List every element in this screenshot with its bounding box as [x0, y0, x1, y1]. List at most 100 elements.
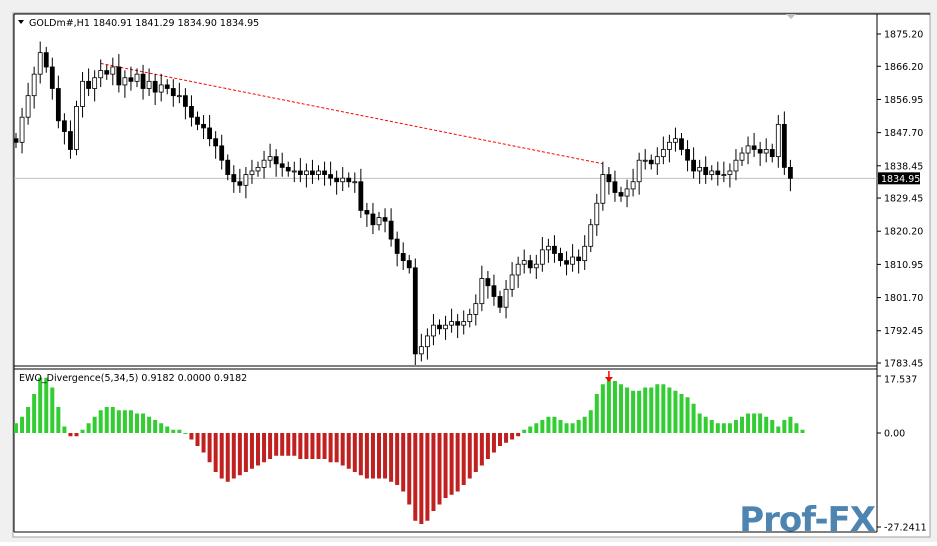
candle	[437, 319, 442, 335]
candle-body	[642, 159, 648, 162]
candle	[624, 179, 630, 208]
candle	[116, 54, 122, 93]
histogram-bar	[491, 433, 496, 453]
candle-body	[291, 170, 297, 173]
candle-body	[667, 141, 672, 150]
histogram-bar	[268, 433, 273, 460]
candle-body	[721, 174, 727, 176]
candle-body	[231, 174, 237, 183]
histogram-bar	[498, 433, 502, 447]
candle-body	[600, 174, 606, 204]
candle-body	[146, 80, 152, 89]
histogram-bar	[153, 419, 158, 433]
histogram-bar	[649, 387, 654, 433]
candle-body	[37, 52, 43, 75]
candle-body	[461, 321, 467, 326]
candle-body	[509, 274, 515, 290]
candle	[13, 132, 19, 149]
candle-body	[564, 260, 569, 265]
candle	[449, 308, 455, 333]
candle-body	[19, 116, 25, 143]
candle-body	[237, 181, 243, 186]
candle	[636, 152, 642, 195]
candle	[721, 161, 727, 183]
histogram-bar	[691, 403, 696, 433]
price-tick-label: 1810.95	[884, 260, 923, 271]
histogram-bar	[516, 433, 521, 437]
candle-body	[358, 181, 364, 211]
candle-body	[636, 159, 642, 183]
histogram-bar	[528, 426, 533, 433]
candle	[388, 208, 394, 247]
candle-body	[479, 278, 485, 305]
candle	[237, 168, 243, 193]
candle-body	[340, 177, 346, 183]
histogram-bar	[38, 377, 43, 433]
shift-marker-icon[interactable]	[786, 14, 796, 19]
histogram-bar	[413, 433, 418, 521]
histogram-bar	[709, 419, 714, 433]
candle	[140, 64, 146, 100]
histogram-bar	[292, 433, 297, 456]
candle	[685, 140, 690, 172]
candle	[412, 258, 418, 365]
indicator-panel[interactable]	[14, 371, 805, 525]
candle-body	[346, 177, 352, 183]
histogram-bar	[128, 410, 133, 433]
histogram-bar	[147, 416, 152, 433]
price-panel[interactable]	[13, 41, 877, 365]
candle-body	[74, 106, 79, 150]
candle	[479, 265, 485, 312]
histogram-bar	[286, 433, 291, 456]
candle	[279, 152, 285, 177]
histogram-bar	[370, 433, 375, 479]
candle-body	[316, 170, 321, 175]
candle-body	[503, 288, 509, 308]
price-tick-label: 1847.70	[884, 128, 923, 139]
histogram-bar	[26, 406, 31, 433]
candle	[660, 136, 666, 165]
histogram-bar	[473, 433, 478, 473]
candle	[346, 172, 352, 188]
candle	[68, 120, 73, 159]
candle	[509, 262, 515, 297]
histogram-bar	[14, 423, 18, 433]
candle-body	[25, 95, 31, 118]
candle	[31, 66, 37, 109]
candle-body	[92, 77, 98, 89]
candle	[334, 170, 340, 195]
histogram-bar	[703, 416, 708, 433]
candle-body	[424, 335, 430, 348]
candle	[667, 134, 672, 163]
candle-body	[648, 159, 654, 165]
histogram-bar	[600, 384, 605, 433]
histogram-bar	[570, 423, 575, 433]
candle	[775, 115, 781, 168]
histogram-bar	[358, 433, 363, 476]
candle-body	[443, 324, 448, 330]
candle	[570, 244, 575, 272]
histogram-bar	[231, 433, 236, 479]
candle-body	[13, 138, 19, 143]
candle	[539, 236, 545, 272]
histogram-bar	[794, 423, 799, 433]
histogram-bar	[443, 433, 448, 499]
candle-body	[352, 181, 358, 184]
menu-triangle-icon[interactable]	[18, 20, 24, 24]
candle-body	[521, 260, 527, 265]
candle	[394, 231, 400, 267]
histogram-bar	[467, 433, 472, 479]
candle	[648, 154, 654, 170]
candle	[340, 167, 346, 192]
candle-body	[412, 267, 418, 355]
histogram-bar	[316, 433, 321, 460]
histogram-bar	[225, 433, 230, 482]
candle	[98, 59, 104, 88]
histogram-bar	[685, 397, 690, 433]
candle	[43, 46, 49, 73]
indicator-tick-label: 17.537	[884, 375, 917, 386]
histogram-bar	[219, 433, 224, 479]
histogram-bar	[141, 413, 146, 433]
candle	[455, 314, 461, 339]
